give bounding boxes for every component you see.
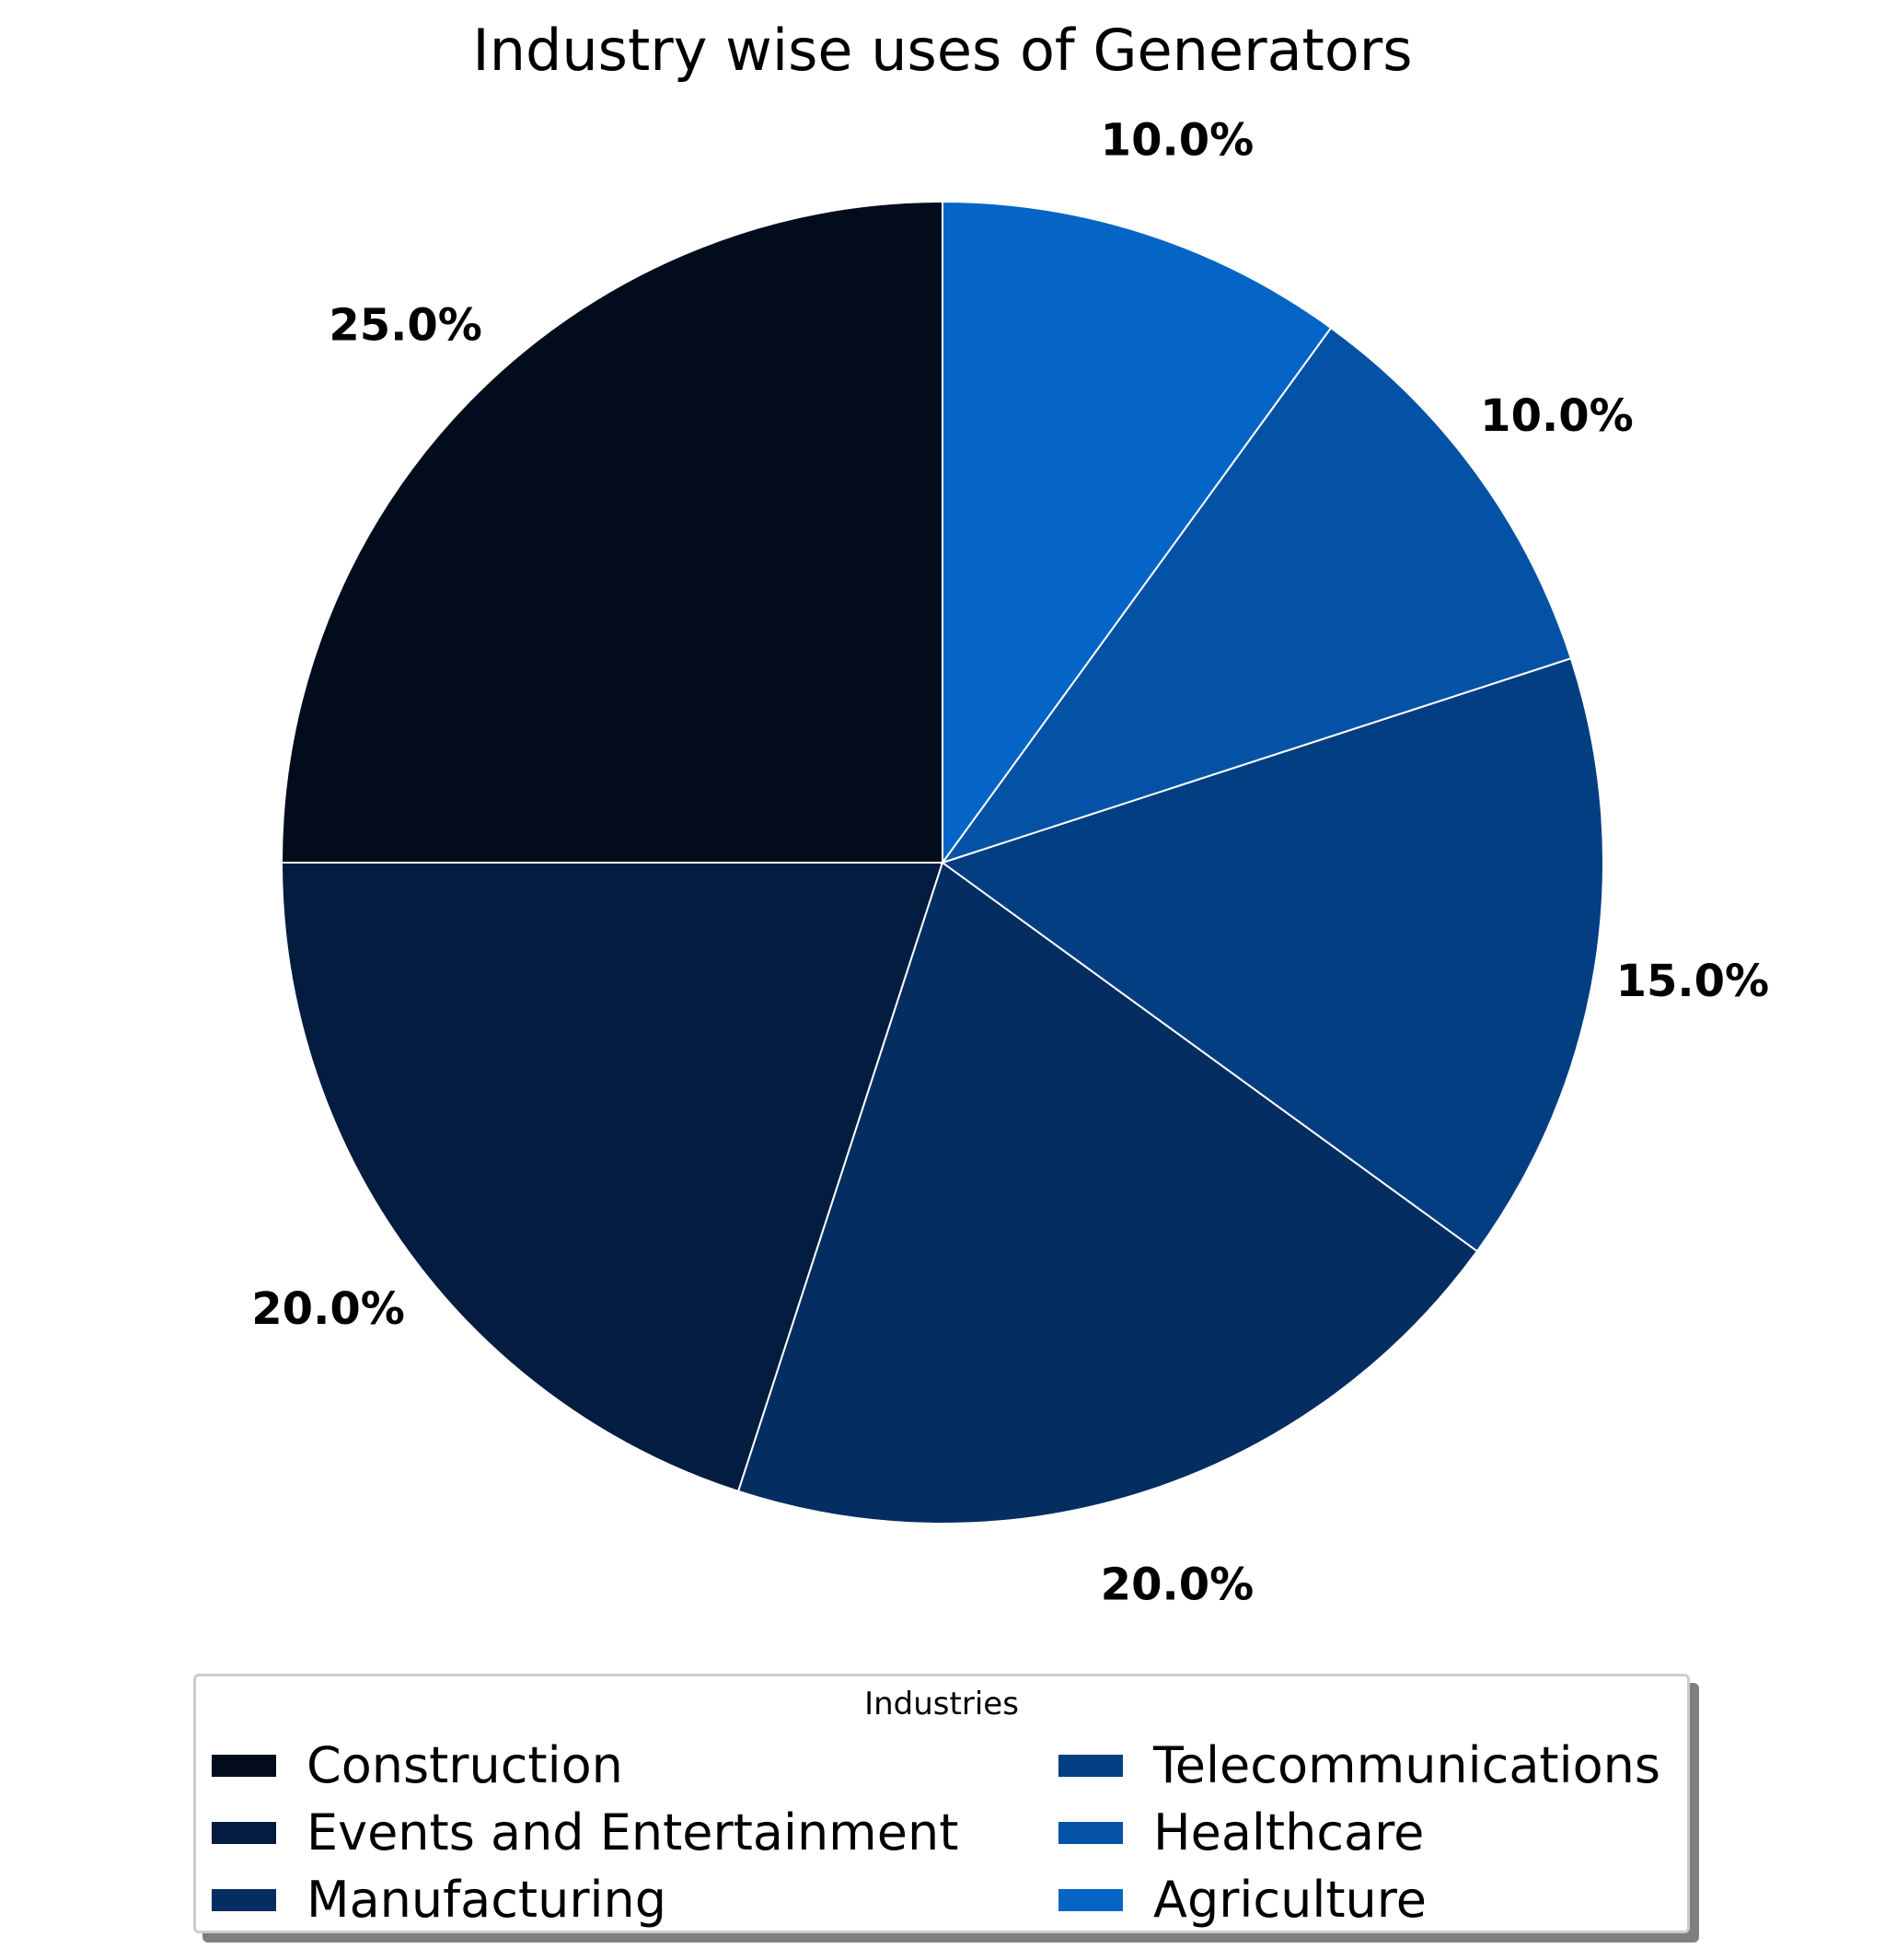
legend-swatch	[211, 1820, 277, 1845]
pie-slice-agriculture	[942, 200, 1333, 866]
pie-label-agriculture: 10.0%	[1101, 114, 1255, 166]
legend-column-left: Construction Events and Entertainment Ma…	[211, 1732, 958, 1933]
pie-slice-telecommunications	[940, 656, 1604, 1253]
legend-column-right: Telecommunications Healthcare Agricultur…	[1058, 1732, 1660, 1933]
legend-label: Events and Entertainment	[306, 1803, 959, 1861]
pie-slice-construction	[280, 200, 943, 864]
pie-label-events-and-entertainment: 20.0%	[251, 1283, 405, 1335]
legend-item-construction: Construction	[211, 1732, 958, 1799]
pie-slice-events-and-entertainment	[280, 862, 944, 1493]
pie-slice-manufacturing	[736, 861, 1479, 1525]
legend-label: Construction	[306, 1736, 623, 1794]
legend-swatch	[1058, 1887, 1124, 1912]
legend-item-agriculture: Agriculture	[1058, 1866, 1660, 1933]
legend-label: Telecommunications	[1153, 1736, 1660, 1794]
legend-swatch	[1058, 1820, 1124, 1845]
legend-item-events-and-entertainment: Events and Entertainment	[211, 1799, 958, 1866]
pie-slice-healthcare	[940, 326, 1573, 864]
legend-item-manufacturing: Manufacturing	[211, 1866, 958, 1933]
legend-label: Manufacturing	[306, 1871, 667, 1929]
legend-title: Industries	[864, 1686, 1019, 1722]
legend-swatch	[1058, 1753, 1124, 1778]
pie-slices	[280, 200, 1604, 1525]
pie-label-healthcare: 10.0%	[1480, 390, 1634, 442]
legend-swatch	[211, 1753, 277, 1778]
legend-item-telecommunications: Telecommunications	[1058, 1732, 1660, 1799]
legend-item-healthcare: Healthcare	[1058, 1799, 1660, 1866]
legend-label: Healthcare	[1153, 1803, 1425, 1861]
legend-label: Agriculture	[1153, 1871, 1427, 1929]
chart-title: Industry wise uses of Generators	[472, 17, 1413, 84]
legend: Industries Construction Events and Enter…	[193, 1674, 1690, 1933]
legend-swatch	[211, 1887, 277, 1912]
pie-label-telecommunications: 15.0%	[1616, 956, 1770, 1007]
pie-label-manufacturing: 20.0%	[1101, 1560, 1255, 1611]
pie-label-construction: 25.0%	[329, 300, 482, 352]
pie-percent-labels: 25.0% 20.0% 20.0% 15.0% 10.0% 10.0%	[251, 114, 1769, 1610]
